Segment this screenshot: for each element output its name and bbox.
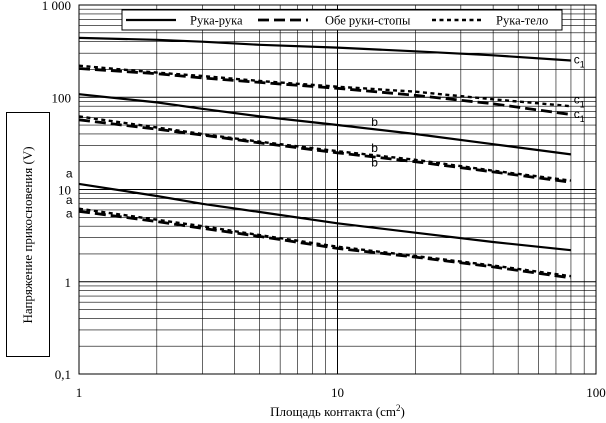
y-tick-label: 0,1 bbox=[55, 367, 71, 382]
tick-labels: 1 10 100 0,1 1 10 100 1 000 bbox=[42, 0, 606, 400]
y-axis-label: Напряжение прикосновения (V) bbox=[20, 145, 35, 324]
series-layer bbox=[78, 36, 572, 280]
y-tick-label: 10 bbox=[58, 183, 71, 198]
series-line-c-dashed bbox=[78, 67, 572, 116]
curve-label-b: b bbox=[371, 115, 378, 129]
x-axis-label-close: ) bbox=[401, 404, 405, 419]
curve-label-c: c1 bbox=[574, 53, 585, 70]
series-line-b-dashed bbox=[78, 118, 572, 184]
x-tick-label: 10 bbox=[331, 385, 344, 400]
y-axis-label-box: Напряжение прикосновения (V) bbox=[6, 112, 50, 357]
x-tick-label: 100 bbox=[586, 385, 606, 400]
series-line-a-solid bbox=[78, 182, 572, 252]
curve-label-a: a bbox=[66, 166, 73, 180]
series-line-c-solid bbox=[78, 36, 571, 62]
curve-label-b: b bbox=[371, 156, 378, 170]
legend: Рука-рука Обе руки-стопы Рука-тело bbox=[121, 9, 563, 31]
x-axis-label: Площадь контакта (cm2) bbox=[270, 403, 405, 419]
chart-grid bbox=[79, 4, 597, 374]
curve-label-c: c1 bbox=[574, 107, 585, 124]
series-line-a-dotted bbox=[78, 207, 572, 278]
legend-label: Обе руки-стопы bbox=[325, 14, 411, 28]
y-tick-label: 100 bbox=[52, 90, 72, 105]
y-tick-label: 1 bbox=[65, 275, 72, 290]
series-line-a-dashed bbox=[78, 209, 572, 280]
curve-label-a: a bbox=[66, 206, 73, 220]
x-axis-label-main: Площадь контакта (cm bbox=[270, 404, 396, 419]
plot-frame bbox=[78, 4, 597, 375]
series-line-b-solid bbox=[78, 93, 572, 156]
curve-label-a: a bbox=[66, 193, 73, 207]
curve-label-c: c1 bbox=[574, 92, 585, 109]
x-tick-label: 1 bbox=[76, 385, 83, 400]
legend-box bbox=[121, 9, 563, 31]
series-line-b-dotted bbox=[78, 115, 572, 182]
x-axis-label-sup: 2 bbox=[396, 403, 401, 413]
curve-label-b: b bbox=[371, 141, 378, 155]
y-tick-label: 1 000 bbox=[42, 0, 71, 13]
legend-label: Рука-тело bbox=[496, 14, 548, 28]
legend-label: Рука-рука bbox=[190, 14, 243, 28]
